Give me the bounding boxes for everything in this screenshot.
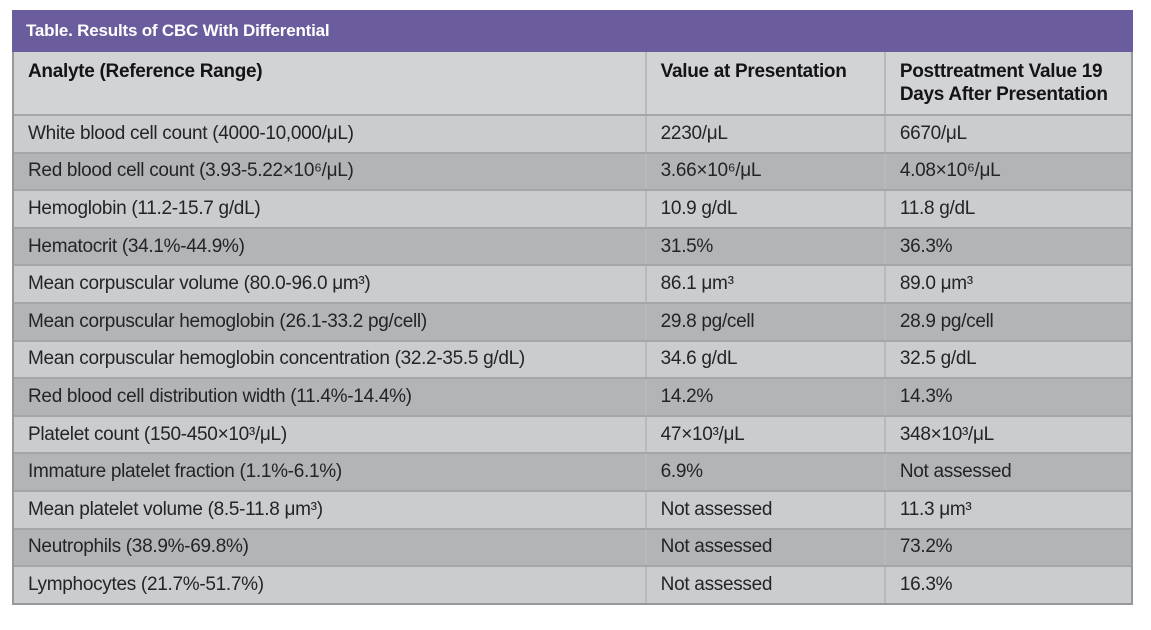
posttreatment-value-cell: Not assessed <box>883 454 1131 490</box>
posttreatment-value-cell: 16.3% <box>883 567 1131 603</box>
presentation-value-cell: 29.8 pg/cell <box>644 303 884 340</box>
posttreatment-value-cell: 14.3% <box>883 379 1131 415</box>
posttreatment-value-cell: 11.8 g/dL <box>883 191 1131 227</box>
presentation-value-cell: 3.66×10⁶/μL <box>644 153 884 190</box>
table-header-row: Analyte (Reference Range) Value at Prese… <box>14 52 1131 114</box>
analyte-cell: Platelet count (150-450×10³/μL) <box>28 423 287 445</box>
column-header-analyte: Analyte (Reference Range) <box>28 61 263 82</box>
presentation-value-cell: 31.5% <box>644 228 884 265</box>
posttreatment-value-cell: 32.5 g/dL <box>883 341 1131 378</box>
table-row: Mean corpuscular volume (80.0-96.0 μm³) … <box>14 264 1131 302</box>
analyte-cell: Red blood cell distribution width (11.4%… <box>28 385 412 407</box>
analyte-cell: Mean corpuscular volume (80.0-96.0 μm³) <box>28 273 371 295</box>
posttreatment-value-cell: 11.3 μm³ <box>883 491 1131 528</box>
table-row: Mean corpuscular hemoglobin concentratio… <box>14 339 1131 378</box>
table-row: Immature platelet fraction (1.1%-6.1%) 6… <box>14 452 1131 490</box>
presentation-value-cell: Not assessed <box>644 491 884 528</box>
posttreatment-value-cell: 89.0 μm³ <box>883 266 1131 302</box>
presentation-value-cell: 2230/μL <box>644 116 884 152</box>
analyte-cell: Red blood cell count (3.93-5.22×10⁶/μL) <box>28 160 354 182</box>
presentation-value-cell: 6.9% <box>644 454 884 490</box>
table-row: Neutrophils (38.9%-69.8%) Not assessed 7… <box>14 527 1131 566</box>
table-row: Mean platelet volume (8.5-11.8 μm³) Not … <box>14 489 1131 528</box>
analyte-cell: White blood cell count (4000-10,000/μL) <box>28 122 354 144</box>
analyte-cell: Mean corpuscular hemoglobin (26.1-33.2 p… <box>28 310 427 332</box>
table-title: Table. Results of CBC With Differential <box>26 21 330 40</box>
posttreatment-value-cell: 36.3% <box>883 228 1131 265</box>
table-row: Mean corpuscular hemoglobin (26.1-33.2 p… <box>14 301 1131 340</box>
analyte-cell: Neutrophils (38.9%-69.8%) <box>28 536 249 558</box>
analyte-cell: Hemoglobin (11.2-15.7 g/dL) <box>28 197 261 219</box>
table-title-bar: Table. Results of CBC With Differential <box>12 10 1133 52</box>
presentation-value-cell: 34.6 g/dL <box>644 341 884 378</box>
table-row: Platelet count (150-450×10³/μL) 47×10³/μ… <box>14 414 1131 453</box>
analyte-cell: Hematocrit (34.1%-44.9%) <box>28 235 245 257</box>
table-grid: Analyte (Reference Range) Value at Prese… <box>12 52 1133 605</box>
posttreatment-value-cell: 4.08×10⁶/μL <box>883 153 1131 190</box>
table-row: Hemoglobin (11.2-15.7 g/dL) 10.9 g/dL 11… <box>14 189 1131 227</box>
column-header-value-at-presentation: Value at Presentation <box>644 52 884 114</box>
presentation-value-cell: 14.2% <box>644 379 884 415</box>
posttreatment-value-cell: 6670/μL <box>883 116 1131 152</box>
presentation-value-cell: Not assessed <box>644 529 884 566</box>
analyte-cell: Mean corpuscular hemoglobin concentratio… <box>28 348 525 370</box>
analyte-cell: Mean platelet volume (8.5-11.8 μm³) <box>28 498 323 520</box>
analyte-cell: Immature platelet fraction (1.1%-6.1%) <box>28 461 342 483</box>
presentation-value-cell: 47×10³/μL <box>644 416 884 453</box>
table-row: Lymphocytes (21.7%-51.7%) Not assessed 1… <box>14 565 1131 603</box>
table-row: Hematocrit (34.1%-44.9%) 31.5% 36.3% <box>14 226 1131 265</box>
column-header-posttreatment: Posttreatment Value 19 Days After Presen… <box>883 52 1131 114</box>
posttreatment-value-cell: 73.2% <box>883 529 1131 566</box>
presentation-value-cell: 10.9 g/dL <box>644 191 884 227</box>
analyte-cell: Lymphocytes (21.7%-51.7%) <box>28 573 264 595</box>
table-row: Red blood cell distribution width (11.4%… <box>14 377 1131 415</box>
presentation-value-cell: 86.1 μm³ <box>644 266 884 302</box>
cbc-table: Table. Results of CBC With Differential … <box>12 10 1133 605</box>
posttreatment-value-cell: 348×10³/μL <box>883 416 1131 453</box>
table-row: White blood cell count (4000-10,000/μL) … <box>14 114 1131 152</box>
table-row: Red blood cell count (3.93-5.22×10⁶/μL) … <box>14 151 1131 190</box>
presentation-value-cell: Not assessed <box>644 567 884 603</box>
posttreatment-value-cell: 28.9 pg/cell <box>883 303 1131 340</box>
